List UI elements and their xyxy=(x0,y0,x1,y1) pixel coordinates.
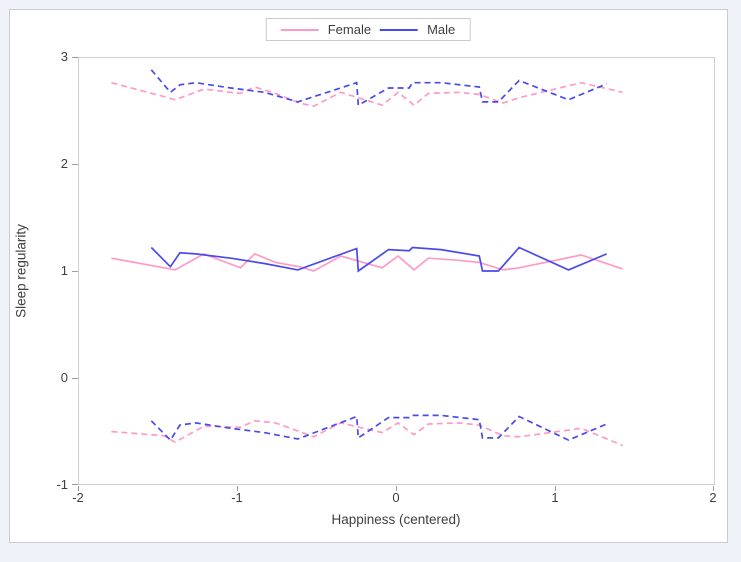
x-tick-label: 1 xyxy=(551,490,559,505)
y-tick-mark xyxy=(72,484,78,485)
y-axis-title: Sleep regularity xyxy=(13,224,29,318)
series-female-upper-cl xyxy=(111,81,623,108)
y-tick-label: 2 xyxy=(60,156,68,171)
x-tick-label: -1 xyxy=(231,490,243,505)
y-tick-label: -1 xyxy=(56,477,68,492)
series-male-fit xyxy=(150,246,608,273)
plot-frame xyxy=(78,57,715,485)
y-tick-label: 0 xyxy=(60,370,68,385)
x-tick-label: 0 xyxy=(392,490,400,505)
legend-label-male: Male xyxy=(427,22,456,37)
y-tick-mark xyxy=(72,164,78,165)
series-female-lower-cl xyxy=(111,419,623,447)
x-tick-mark xyxy=(555,486,556,491)
y-tick-mark xyxy=(72,57,78,58)
x-tick-mark xyxy=(78,486,79,491)
series-female-fit xyxy=(111,252,623,272)
y-tick-label: 3 xyxy=(60,49,68,64)
y-tick-mark xyxy=(72,378,78,379)
y-tick-mark xyxy=(72,271,78,272)
legend-line-male-icon xyxy=(380,28,419,31)
series-male-lower-cl xyxy=(150,414,608,442)
x-tick-mark xyxy=(396,486,397,491)
legend-line-female-icon xyxy=(280,28,319,31)
legend-label-female: Female xyxy=(327,22,372,37)
x-tick-label: 2 xyxy=(709,490,717,505)
x-tick-label: -2 xyxy=(72,490,84,505)
x-axis-title: Happiness (centered) xyxy=(331,512,461,527)
plot-area xyxy=(111,69,623,447)
x-tick-mark xyxy=(237,486,238,491)
y-tick-label: 1 xyxy=(60,263,68,278)
x-tick-mark xyxy=(713,486,714,491)
series-male-upper-cl xyxy=(150,69,608,107)
legend: Female Male xyxy=(265,18,471,41)
